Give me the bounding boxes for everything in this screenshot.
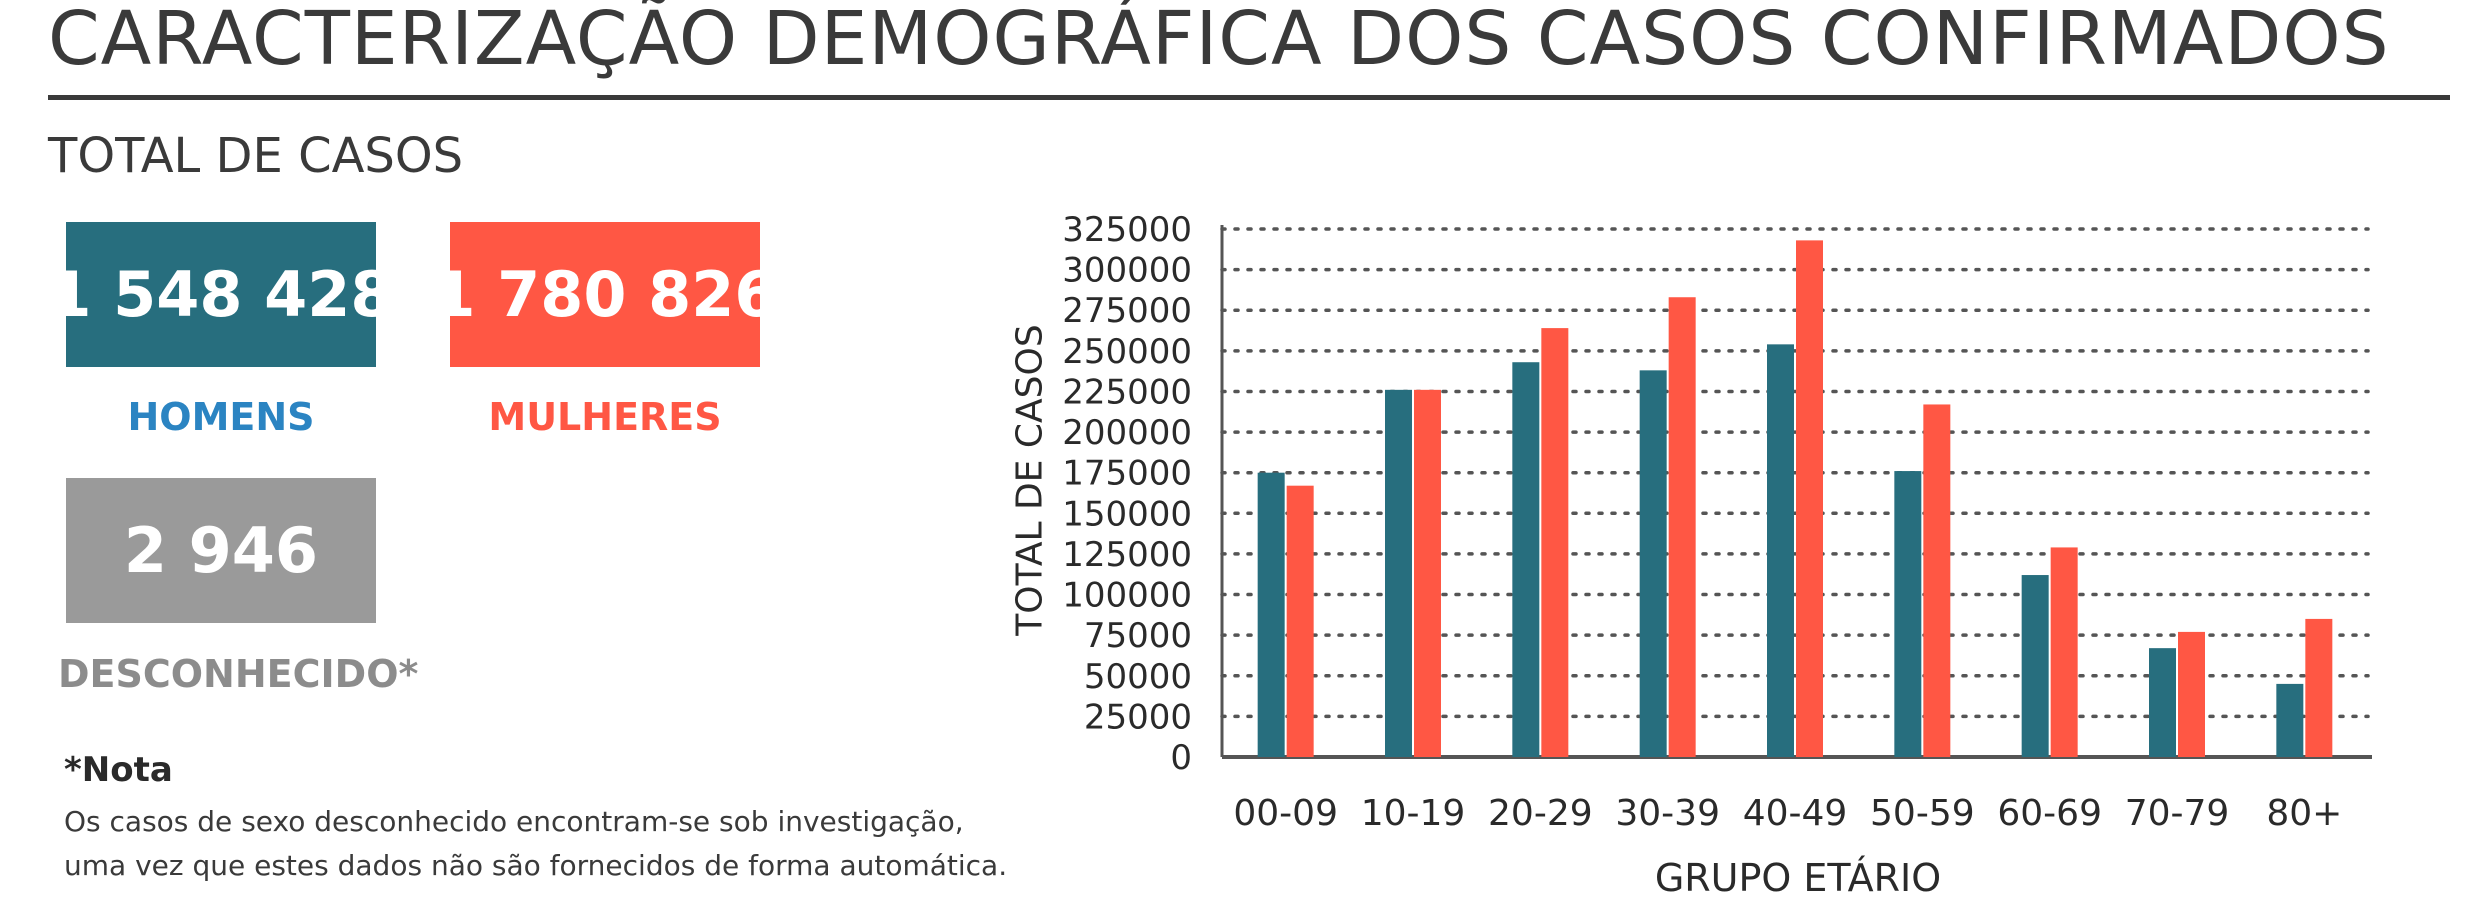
note-text: Os casos de sexo desconhecido encontram-… xyxy=(64,800,1007,888)
bar-women-10-19 xyxy=(1414,389,1441,757)
women-total-card: 1 780 826 xyxy=(432,222,778,367)
men-total-value: 1 548 428 xyxy=(48,258,394,331)
y-tick-label: 0 xyxy=(1170,738,1192,778)
y-tick-label: 250000 xyxy=(1062,332,1192,372)
bar-men-40-49 xyxy=(1767,344,1794,757)
bar-men-70-79 xyxy=(2149,648,2176,757)
women-label: MULHERES xyxy=(488,395,722,439)
note-line-1: Os casos de sexo desconhecido encontram-… xyxy=(64,805,964,838)
y-tick-label: 225000 xyxy=(1062,372,1192,412)
x-tick-label: 20-29 xyxy=(1488,793,1593,834)
page-title: CARACTERIZAÇÃO DEMOGRÁFICA DOS CASOS CON… xyxy=(48,0,2390,82)
bar-men-80+ xyxy=(2276,683,2304,757)
bar-women-70-79 xyxy=(2178,631,2205,757)
y-tick-label: 25000 xyxy=(1084,697,1192,737)
x-tick-label: 00-09 xyxy=(1233,793,1338,834)
women-total-value: 1 780 826 xyxy=(432,258,778,331)
unknown-total-card: 2 946 xyxy=(66,478,376,623)
men-label: HOMENS xyxy=(127,395,315,439)
bar-women-50-59 xyxy=(1923,404,1951,757)
bar-women-30-39 xyxy=(1668,297,1696,757)
bar-men-60-69 xyxy=(2021,575,2049,757)
y-tick-label: 150000 xyxy=(1062,494,1192,534)
bar-women-60-69 xyxy=(2050,547,2078,757)
bar-women-80+ xyxy=(2305,618,2333,757)
y-tick-label: 175000 xyxy=(1062,454,1192,494)
unknown-label: DESCONHECIDO* xyxy=(58,652,419,696)
bar-men-20-29 xyxy=(1512,362,1540,757)
bar-women-40-49 xyxy=(1796,240,1823,757)
y-tick-label: 125000 xyxy=(1062,535,1192,575)
y-tick-label: 100000 xyxy=(1062,576,1192,616)
x-tick-label: 80+ xyxy=(2266,793,2342,834)
x-axis-title: GRUPO ETÁRIO xyxy=(1654,856,1942,900)
y-tick-label: 275000 xyxy=(1062,291,1192,331)
x-tick-label: 70-79 xyxy=(2125,793,2230,834)
y-tick-label: 75000 xyxy=(1084,616,1192,656)
y-tick-label: 50000 xyxy=(1084,657,1192,697)
bar-men-30-39 xyxy=(1639,370,1667,757)
x-tick-label: 30-39 xyxy=(1615,793,1720,834)
bar-women-00-09 xyxy=(1286,485,1314,757)
x-tick-label: 50-59 xyxy=(1870,793,1975,834)
y-axis-title: TOTAL DE CASOS xyxy=(1009,324,1051,636)
bar-men-10-19 xyxy=(1385,389,1412,757)
unknown-total-value: 2 946 xyxy=(123,514,319,587)
y-tick-label: 300000 xyxy=(1062,251,1192,291)
bar-women-20-29 xyxy=(1541,328,1569,757)
bar-men-50-59 xyxy=(1894,471,1922,757)
x-tick-label: 10-19 xyxy=(1361,793,1466,834)
note-title: *Nota xyxy=(64,750,173,790)
x-tick-label: 40-49 xyxy=(1743,793,1848,834)
y-tick-label: 200000 xyxy=(1062,413,1192,453)
bar-men-00-09 xyxy=(1257,472,1285,757)
x-tick-label: 60-69 xyxy=(1997,793,2102,834)
age-group-bar-chart: 0250005000075000100000125000150000175000… xyxy=(1062,210,2372,834)
y-tick-label: 325000 xyxy=(1062,210,1192,250)
men-total-card: 1 548 428 xyxy=(48,222,394,367)
title-divider xyxy=(48,95,2450,100)
section-subtitle: TOTAL DE CASOS xyxy=(48,128,464,184)
note-line-2: uma vez que estes dados não são fornecid… xyxy=(64,849,1008,882)
